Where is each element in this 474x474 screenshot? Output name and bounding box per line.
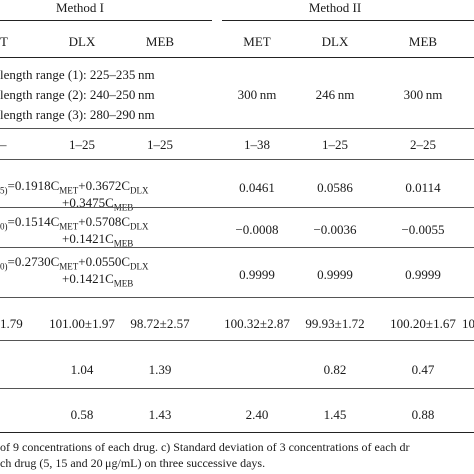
equation-1-line-1: 5)=0.1918CMET+0.3672CDLX [0,178,149,196]
col-header-met-2: MET [243,34,271,49]
col-header-met-1: T [0,34,8,49]
recovery-lead: 1.79 [0,316,23,331]
range-met-2: 1–38 [244,137,270,152]
method-2-underline [222,20,474,21]
range-meb-1: 1–25 [147,137,173,152]
rsd1-rule [0,388,474,389]
method-2-header: Method II [308,0,362,15]
eq2-rule [0,247,474,248]
rsd1-dlx-1: 1.04 [70,362,94,377]
wavelength-range-3: length range (3): 280–290 nm [0,107,155,122]
eq3-value-met: 0.9999 [239,267,275,282]
rsd1-meb-2: 0.47 [411,362,435,377]
eq2-value-met: −0.0008 [235,222,279,237]
wavelength-rule [0,128,474,129]
eq2-value-meb: −0.0055 [401,222,445,237]
equation-3-line-1: 0)=0.2730CMET+0.0550CDLX [0,254,149,272]
range-rule [0,159,474,160]
range-lead: – [0,137,7,152]
wavelength-range-2: length range (2): 240–250 nm [0,87,155,102]
range-dlx-2: 1–25 [322,137,348,152]
col-header-dlx-1: DLX [68,34,96,49]
method-1-header: Method I [55,0,105,15]
recovery-tail: 10 [462,316,474,331]
eq1-value-dlx: 0.0586 [317,180,353,195]
header-rule [0,57,474,58]
col-header-dlx-2: DLX [321,34,349,49]
footnote-line-1: of 9 concentrations of each drug. c) Sta… [0,440,410,454]
col-header-meb-2: MEB [408,34,438,49]
rsd1-dlx-2: 0.82 [323,362,347,377]
rsd2-dlx-2: 1.45 [323,407,347,422]
eq1-rule [0,207,474,208]
rsd1-meb-1: 1.39 [148,362,172,377]
eq1-value-met: 0.0461 [239,180,275,195]
equation-2-line-2: +0.1421CMEB [62,231,134,249]
eq3-value-meb: 0.9999 [405,267,441,282]
rsd2-meb-2: 0.88 [411,407,435,422]
wavelength-meb: 300 nm [403,87,443,102]
range-meb-2: 2–25 [410,137,436,152]
recovery-meb-2: 100.20±1.67 [390,316,456,331]
wavelength-met: 300 nm [237,87,277,102]
col-header-meb-1: MEB [145,34,175,49]
eq1-value-meb: 0.0114 [405,180,441,195]
recovery-dlx-1: 101.00±1.97 [49,316,115,331]
wavelength-dlx: 246 nm [315,87,355,102]
recovery-dlx-2: 99.93±1.72 [305,316,365,331]
eq3-value-dlx: 0.9999 [317,267,353,282]
equation-2-line-1: 0)=0.1514CMET+0.5708CDLX [0,214,149,232]
wavelength-range-1: length range (1): 225–235 nm [0,67,155,82]
rsd2-meb-1: 1.43 [148,407,172,422]
eq2-value-dlx: −0.0036 [313,222,357,237]
range-dlx-1: 1–25 [69,137,95,152]
footnote-line-2: ch drug (5, 15 and 20 μg/mL) on three su… [0,456,266,470]
equation-3-line-2: +0.1421CMEB [62,271,134,289]
method-1-underline [0,20,212,21]
recovery-rule [0,340,474,341]
rsd2-dlx-1: 0.58 [70,407,94,422]
rsd2-met-2: 2.40 [245,407,269,422]
recovery-met-2: 100.32±2.87 [224,316,290,331]
eq3-rule [0,297,474,298]
equation-1-line-2: +0.3475CMEB [62,195,133,213]
recovery-meb-1: 98.72±2.57 [130,316,190,331]
table-bottom-rule [0,432,474,433]
